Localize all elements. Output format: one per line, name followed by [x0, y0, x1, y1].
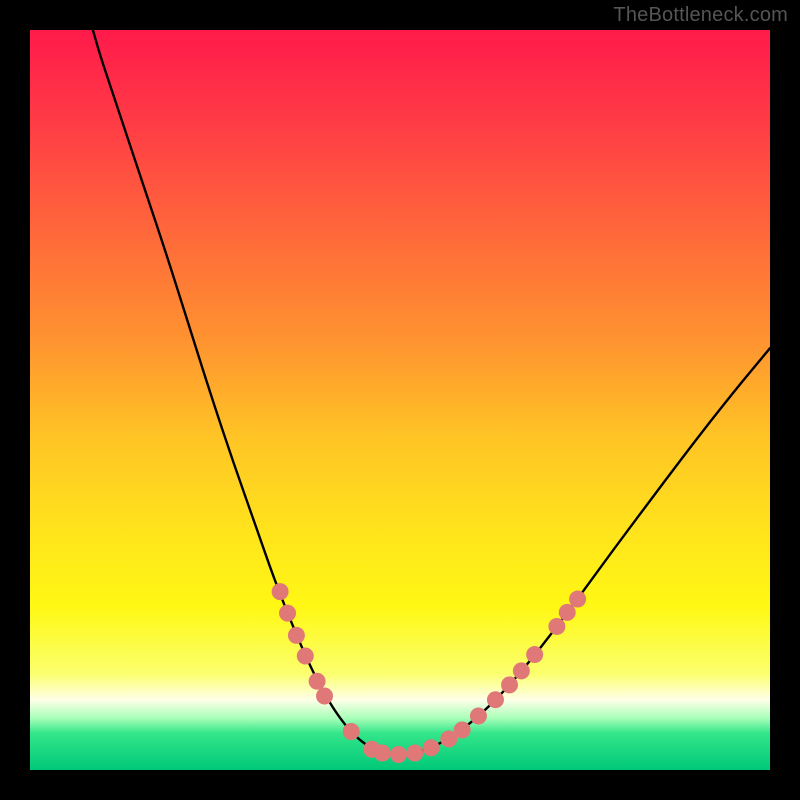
curve-marker: [297, 648, 314, 665]
curve-marker: [423, 739, 440, 756]
chart-plot-area: [30, 30, 770, 770]
curve-marker: [454, 722, 471, 739]
curve-marker: [343, 723, 360, 740]
curve-marker: [406, 744, 423, 761]
gradient-background: [30, 30, 770, 770]
frame-border: [0, 770, 800, 800]
curve-marker: [272, 583, 289, 600]
curve-marker: [569, 591, 586, 608]
bottleneck-curve-chart: [30, 30, 770, 770]
curve-marker: [548, 618, 565, 635]
curve-marker: [279, 605, 296, 622]
curve-marker: [390, 746, 407, 763]
frame-border: [0, 0, 30, 800]
curve-marker: [316, 688, 333, 705]
curve-marker: [288, 627, 305, 644]
curve-marker: [501, 676, 518, 693]
curve-marker: [513, 662, 530, 679]
curve-marker: [470, 707, 487, 724]
curve-marker: [374, 744, 391, 761]
curve-marker: [526, 646, 543, 663]
curve-marker: [487, 691, 504, 708]
watermark-text: TheBottleneck.com: [613, 4, 788, 27]
frame-border: [770, 0, 800, 800]
curve-marker: [309, 673, 326, 690]
curve-marker: [559, 604, 576, 621]
